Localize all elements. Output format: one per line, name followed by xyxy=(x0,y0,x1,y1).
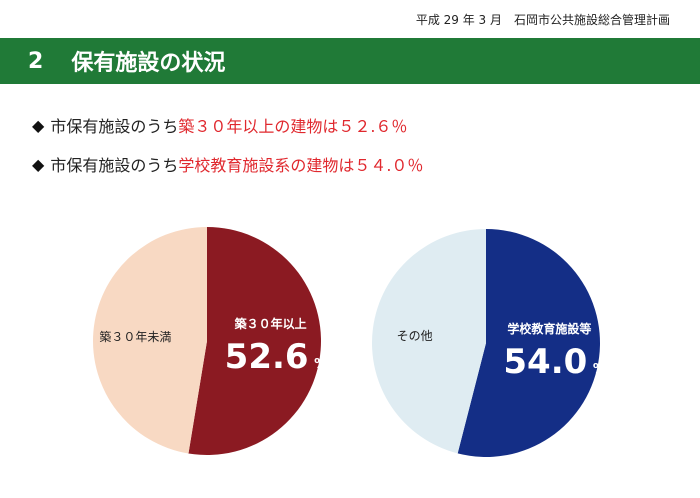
pie-2-slice-1 xyxy=(457,229,600,457)
bullet-2-highlight: 学校教育施設系の建物は５４.０％ xyxy=(178,156,424,175)
pie-2-slice-2-label: その他 xyxy=(397,329,433,343)
bullet-1-prefix: 市保有施設のうち xyxy=(50,117,179,136)
pie-2-slice-1-value: 54.0 xyxy=(503,342,587,382)
pie-1-slice-1 xyxy=(188,227,321,455)
pie-1-slice-1-label: 築３０年以上 xyxy=(234,316,307,331)
pie-2-slice-1-label: 学校教育施設等 xyxy=(507,321,591,336)
bullet-1-highlight: 築３０年以上の建物は５２.６％ xyxy=(178,117,408,136)
pie-2-slice-2 xyxy=(371,229,486,454)
pie-1-slice-1-unit: % xyxy=(314,357,327,372)
pie-1-slice-2-label: 築３０年未満 xyxy=(99,329,171,344)
document-header-title: 平成 29 年 3 月 石岡市公共施設総合管理計画 xyxy=(415,13,670,27)
diamond-bullet-icon: ◆ xyxy=(32,115,45,135)
section-title-bar: 2 保有施設の状況 xyxy=(0,38,700,84)
pie-1-slice-1-value: 52.6 xyxy=(225,337,309,377)
section-title: 保有施設の状況 xyxy=(71,51,226,76)
pie-2-slice-1-unit: % xyxy=(593,362,606,377)
section-number: 2 xyxy=(28,48,44,74)
bullet-item-1: ◆ 市保有施設のうち 築３０年以上の建物は５２.６％ xyxy=(32,113,407,137)
bullet-item-2: ◆ 市保有施設のうち 学校教育施設系の建物は５４.０％ xyxy=(32,152,423,176)
pie-1-slice-2 xyxy=(92,227,207,454)
diamond-bullet-icon: ◆ xyxy=(32,154,45,174)
bullet-2-prefix: 市保有施設のうち xyxy=(50,156,179,175)
